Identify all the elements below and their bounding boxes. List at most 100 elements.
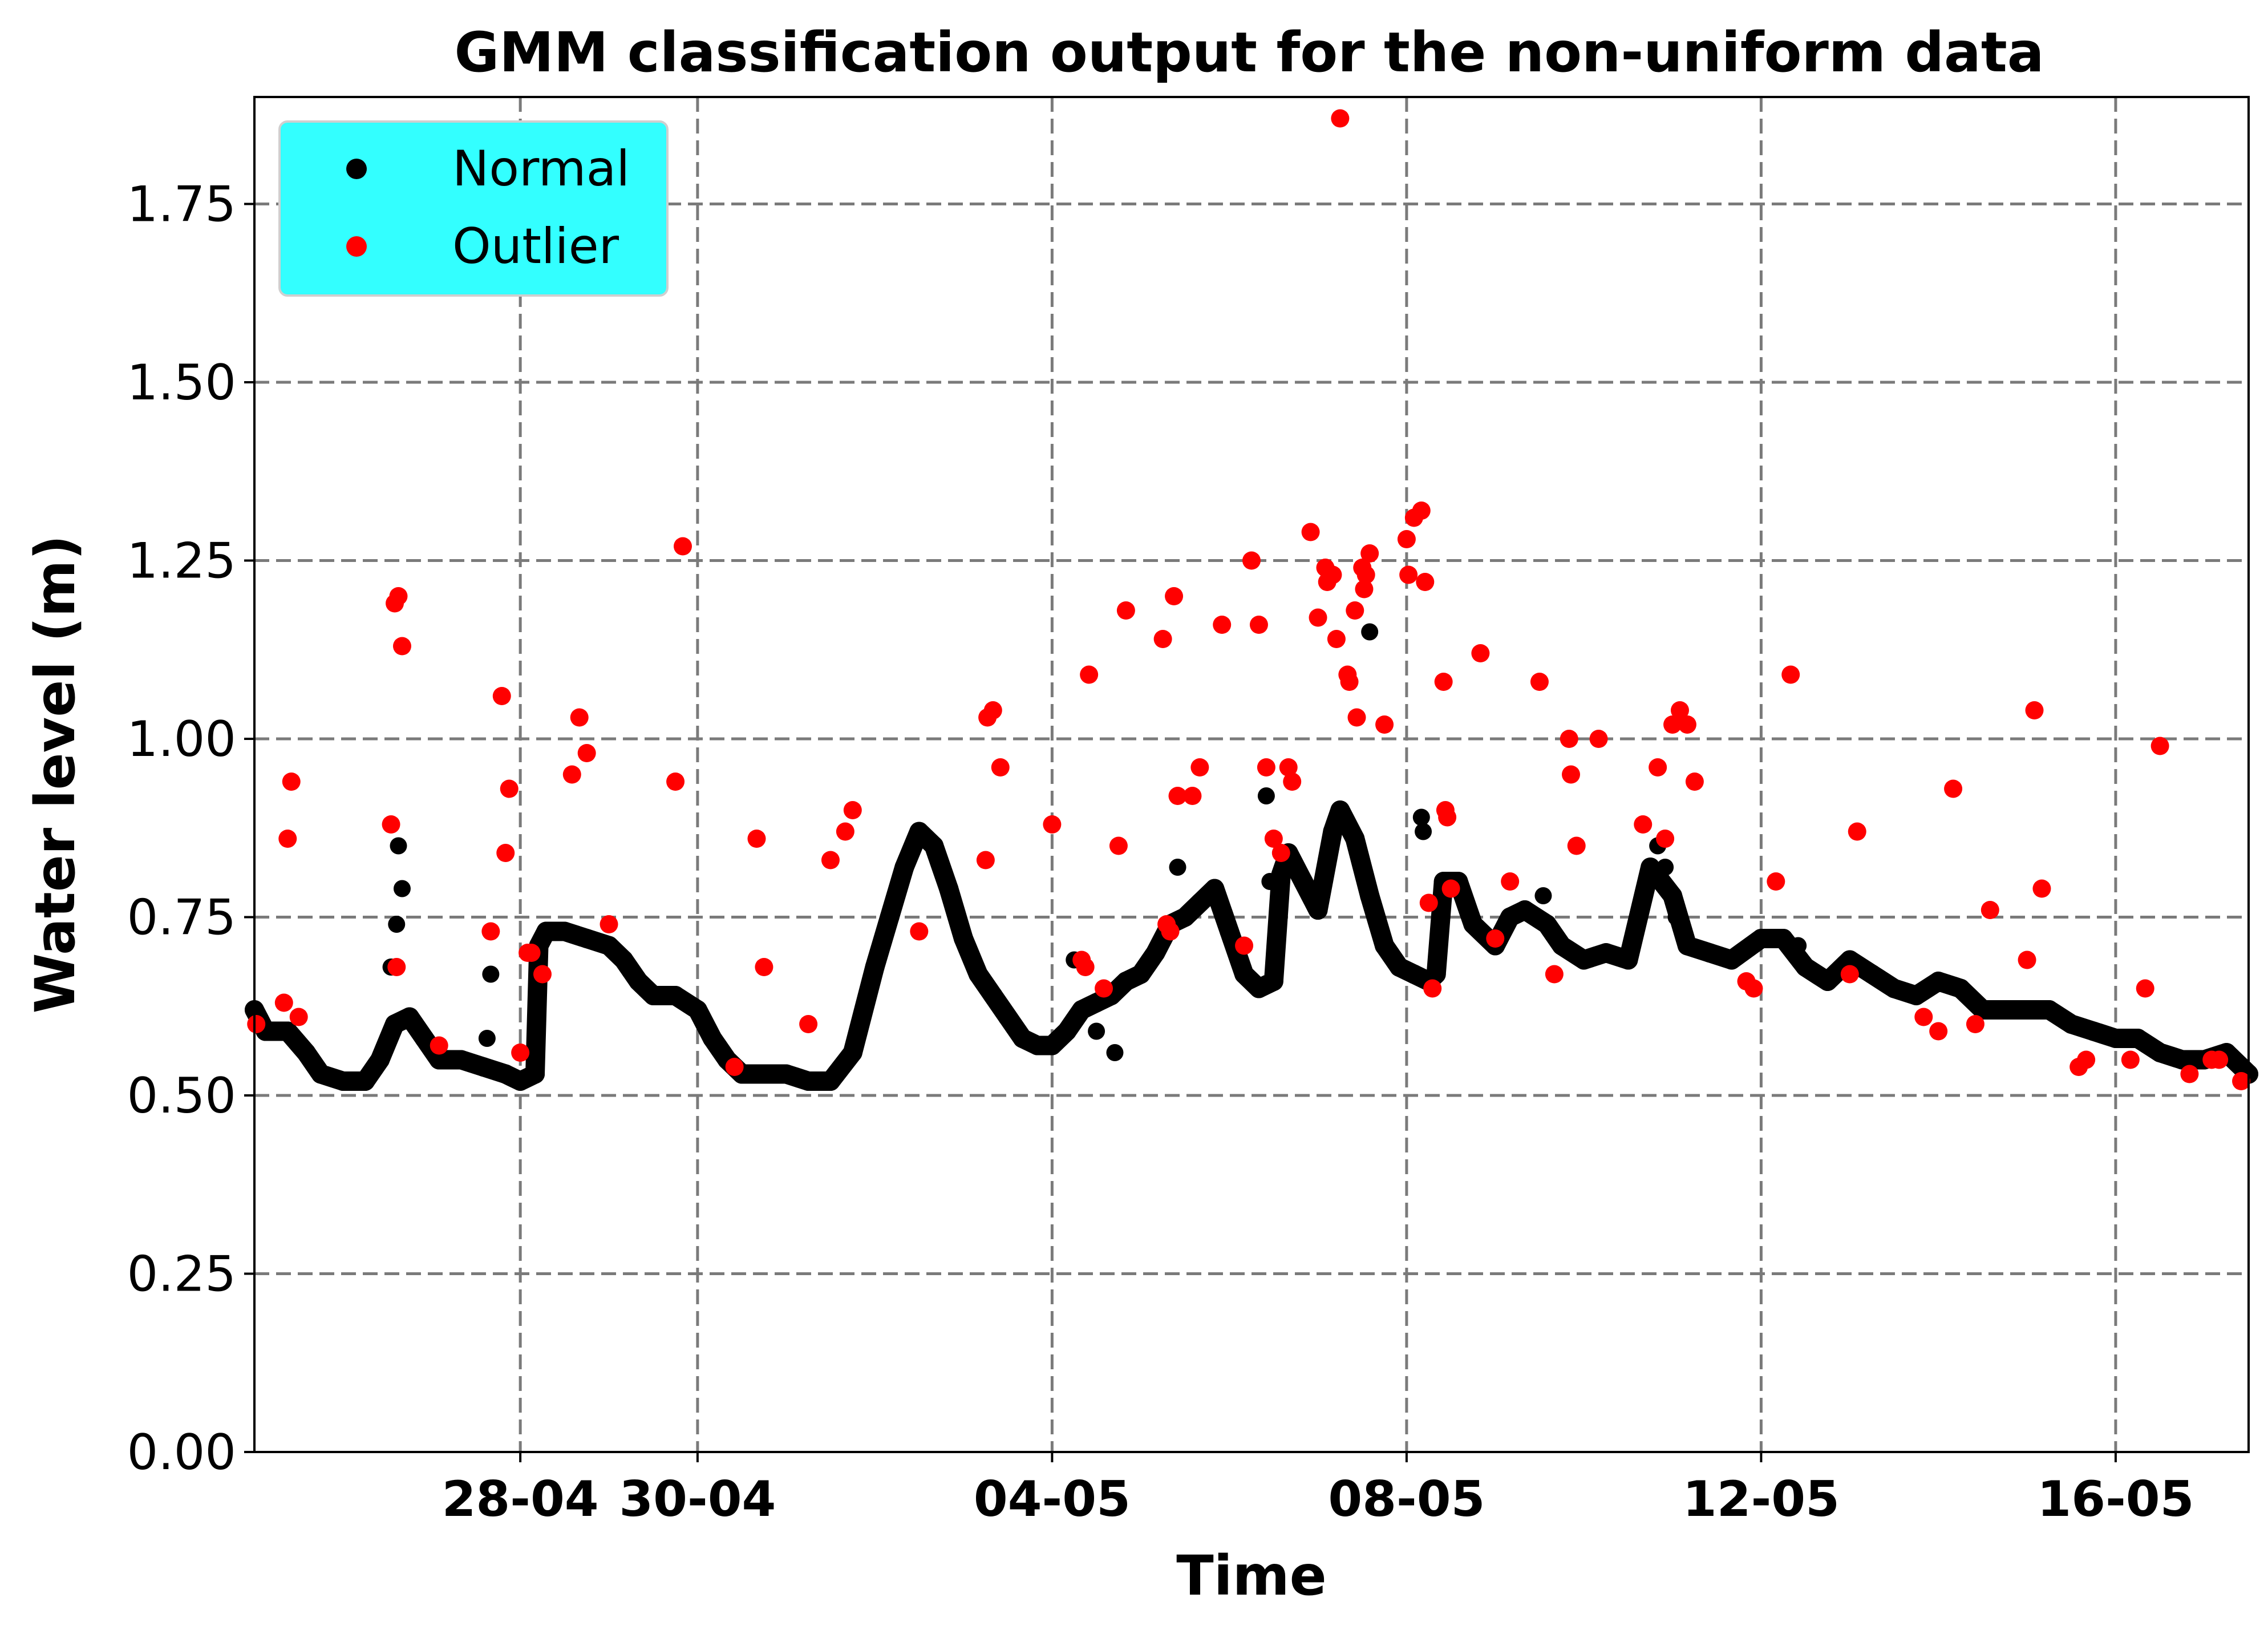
outlier-point: [821, 851, 840, 869]
outlier-point: [1190, 758, 1209, 776]
outlier-point: [1161, 922, 1180, 941]
outlier-point: [278, 830, 297, 848]
outlier-point: [2210, 1050, 2229, 1069]
normal-point: [496, 1064, 516, 1084]
outlier-point: [1438, 808, 1457, 827]
normal-point: [1360, 886, 1380, 905]
chart-title: GMM classification output for the non-un…: [455, 21, 2044, 84]
outlier-point: [1545, 965, 1564, 984]
outlier-point: [1441, 879, 1460, 898]
outlier-point: [1165, 587, 1184, 605]
outlier-point: [1678, 715, 1696, 734]
y-tick-label: 0.00: [127, 1424, 236, 1481]
normal-point: [1751, 929, 1771, 948]
outlier-point: [1419, 893, 1438, 912]
normal-point: [1667, 908, 1685, 926]
normal-point: [2017, 1000, 2037, 1020]
outlier-point: [1235, 936, 1254, 955]
y-axis-ticks: 0.00 0.25 0.50 0.75 1.00 1.25 1.50 1.75: [127, 176, 254, 1481]
outlier-point: [1471, 644, 1490, 662]
normal-point: [1323, 822, 1343, 842]
normal-point: [776, 1064, 796, 1084]
normal-point: [511, 1071, 530, 1091]
outlier-point: [1213, 616, 1232, 634]
outlier-point: [799, 1015, 818, 1033]
outlier-point: [1271, 844, 1290, 862]
normal-point: [1027, 1036, 1047, 1055]
normal-point: [1840, 950, 1860, 970]
x-tick-label: 16-05: [2037, 1471, 2194, 1528]
normal-point: [370, 1050, 390, 1070]
normal-point: [820, 1071, 840, 1091]
outlier-point: [1076, 958, 1095, 976]
outlier-point: [1109, 836, 1128, 855]
normal-point: [385, 1014, 405, 1034]
outlier-point: [1929, 1022, 1948, 1041]
outlier-point: [1356, 565, 1375, 584]
outlier-point: [511, 1044, 530, 1062]
outlier-point: [1153, 630, 1172, 648]
normal-point: [1415, 823, 1432, 840]
normal-point: [687, 1000, 707, 1020]
outlier-point: [725, 1058, 744, 1076]
normal-point: [1699, 943, 1719, 962]
outlier-point: [1360, 544, 1379, 563]
normal-point: [1088, 1022, 1105, 1040]
normal-point: [390, 837, 407, 855]
normal-point: [939, 879, 959, 899]
normal-point: [1257, 787, 1275, 804]
outlier-point: [1323, 565, 1342, 584]
outlier-point: [1589, 730, 1608, 748]
legend-marker-normal: [346, 159, 367, 179]
normal-point: [629, 972, 649, 991]
plot-frame: [253, 96, 2250, 1453]
outlier-point: [1981, 901, 1999, 919]
normal-point: [355, 1071, 375, 1091]
normal-point: [1596, 943, 1616, 962]
normal-point: [643, 986, 663, 1005]
outlier-point: [666, 772, 685, 791]
outlier-point: [1840, 965, 1859, 984]
outlier-point: [2136, 979, 2154, 998]
normal-point: [843, 1043, 862, 1062]
outlier-point: [492, 687, 511, 705]
y-tick-label: 0.75: [127, 889, 236, 947]
y-tick-label: 1.50: [127, 354, 236, 411]
outlier-point: [1080, 665, 1099, 684]
normal-point: [1175, 907, 1195, 927]
outlier-point: [1168, 787, 1187, 805]
x-axis-ticks: 28-04 30-04 04-05 08-05 12-05 16-05: [442, 1452, 2194, 1528]
outlier-point: [910, 922, 929, 941]
outlier-point: [1781, 665, 1800, 684]
outlier-point: [2121, 1050, 2140, 1069]
normal-point: [1951, 978, 1971, 998]
outlier-point: [1848, 822, 1866, 841]
outlier-point: [1944, 779, 1963, 798]
outlier-point: [1399, 565, 1418, 584]
normal-point: [399, 1007, 419, 1027]
normal-point: [482, 965, 500, 983]
normal-point: [478, 1030, 496, 1047]
outlier-point: [755, 958, 773, 976]
outlier-point: [1501, 872, 1520, 891]
normal-point: [2039, 1000, 2059, 1020]
y-tick-label: 1.75: [127, 176, 236, 233]
normal-point: [924, 836, 944, 856]
outlier-point: [1914, 1008, 1933, 1026]
normal-point: [614, 950, 634, 970]
normal-point: [1375, 936, 1395, 956]
normal-point: [1515, 900, 1535, 920]
outlier-point: [387, 958, 406, 976]
normal-point: [2172, 1050, 2192, 1070]
outlier-point: [600, 915, 618, 933]
x-tick-label: 28-04: [442, 1471, 599, 1528]
normal-point: [1131, 964, 1151, 984]
y-tick-label: 0.25: [127, 1246, 236, 1303]
normal-point: [1345, 829, 1365, 848]
normal-point: [1389, 957, 1409, 977]
normal-point: [414, 1029, 434, 1048]
normal-point: [1929, 972, 1949, 991]
normal-point: [1012, 1029, 1032, 1048]
x-tick-label: 30-04: [619, 1471, 776, 1528]
